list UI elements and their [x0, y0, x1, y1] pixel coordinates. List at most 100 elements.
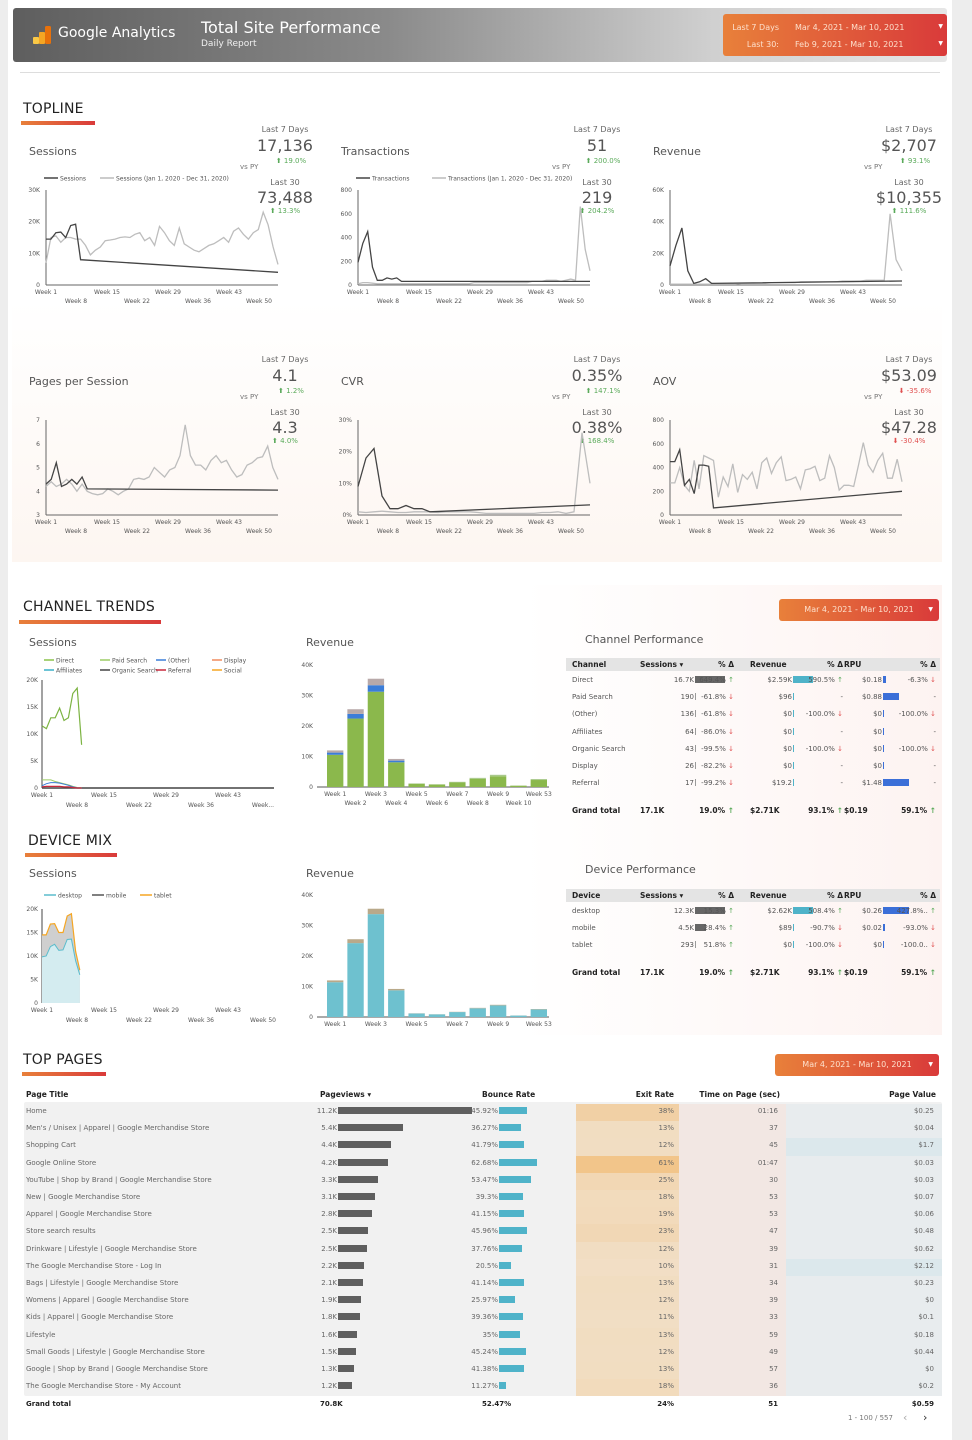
page-title[interactable]: Drinkware | Lifestyle | Google Merchandi…: [26, 1244, 197, 1253]
exit-rate-heat-cell: [576, 1327, 679, 1345]
rpu-value: $0.02: [861, 924, 882, 932]
revenue-delta: -: [840, 728, 843, 736]
x-tick-label: Week 1: [31, 792, 53, 799]
kpi-l30-value: 73,488: [257, 188, 313, 207]
column-header[interactable]: Sessions ▾: [640, 891, 684, 900]
table-row[interactable]: Shopping Cart 4.4K 41.79% 12% 45 $1.7: [24, 1138, 942, 1156]
kpi-l7-delta: ⬆ 147.1%: [568, 387, 638, 395]
x-tick-label: Week 22: [748, 528, 774, 535]
date-row-last7[interactable]: Last 7 Days Mar 4, 2021 - Mar 10, 2021 ▼: [723, 23, 947, 37]
pageviews-bar: [338, 1347, 356, 1355]
page-title[interactable]: Store search results: [26, 1227, 96, 1236]
page-title[interactable]: Shopping Cart: [26, 1141, 76, 1150]
grand-total-revenue: $2.71K: [750, 968, 780, 977]
table-row[interactable]: Lifestyle 1.6K 35% 13% 59 $0.18: [24, 1327, 942, 1345]
table-row[interactable]: Google Online Store 4.2K 62.68% 61% 01:47 $0.…: [24, 1155, 942, 1173]
bar-segment-desktop: [388, 990, 405, 1017]
page-title[interactable]: New | Google Merchandise Store: [26, 1193, 141, 1201]
date-range-picker[interactable]: Last 7 Days Mar 4, 2021 - Mar 10, 2021 ▼…: [723, 14, 947, 56]
channel-date-range-dropdown[interactable]: Mar 4, 2021 - Mar 10, 2021 ▼: [779, 599, 939, 621]
grand-total-bounce: 52.47%: [482, 1400, 512, 1409]
series-line-current: [669, 227, 903, 285]
top-pages-date-range-dropdown[interactable]: Mar 4, 2021 - Mar 10, 2021 ▼: [775, 1054, 939, 1076]
page-title[interactable]: Men's / Unisex | Apparel | Google Mercha…: [26, 1124, 210, 1133]
table-row[interactable]: Home 11.2K 45.92% 38% 01:16 $0.25: [24, 1104, 942, 1122]
table-row[interactable]: Google | Shop by Brand | Google Merchand…: [24, 1362, 942, 1380]
page-title[interactable]: Google Online Store: [26, 1158, 97, 1167]
dropdown-caret-icon[interactable]: ▼: [938, 23, 943, 30]
kpi-l7-delta: ⬇ -35.6%: [880, 387, 950, 395]
time-on-page-value: 34: [769, 1279, 778, 1287]
x-tick-label: Week 29: [153, 792, 179, 799]
x-tick-label: Week 15: [406, 519, 432, 526]
vs-py-label: vs PY: [240, 393, 259, 401]
page-title[interactable]: Small Goods | Lifestyle | Google Merchan…: [26, 1347, 205, 1356]
series-line-current: [670, 447, 903, 509]
exit-rate-value: 10%: [658, 1261, 674, 1270]
grand-total-revenue-delta: 93.1% ↑: [808, 968, 843, 977]
kpi-card-transactions: Transactions Last 7 Days 51 vs PY ⬆ 200.0% La…: [334, 120, 634, 320]
delta-value: -: [840, 693, 843, 702]
time-heat-cell: [679, 1190, 786, 1208]
table-row[interactable]: Womens | Apparel | Google Merchandise St…: [24, 1293, 942, 1311]
page-title[interactable]: Womens | Apparel | Google Merchandise St…: [26, 1296, 189, 1305]
y-tick-label: 200: [653, 488, 665, 495]
table-row[interactable]: Drinkware | Lifestyle | Google Merchandi…: [24, 1241, 942, 1259]
kpi-line-chart: 30% 20% 10% 0%Week 1 Week 15 Week 29 Week 43 We…: [339, 417, 591, 535]
sessions-delta: -99.5% ↓: [701, 745, 734, 753]
dropdown-caret-icon[interactable]: ▼: [938, 40, 943, 47]
time-heat-cell: [679, 1224, 786, 1242]
revenue-bar: [388, 758, 405, 787]
time-heat-cell: [679, 1172, 786, 1190]
next-page-button[interactable]: ›: [923, 1411, 928, 1424]
page-title[interactable]: The Google Merchandise Store - My Accoun…: [26, 1382, 181, 1391]
time-heat-cell: [679, 1362, 786, 1380]
delta-value: 508.4%: [808, 907, 835, 915]
channel-revenue-title: Revenue: [306, 636, 354, 649]
page-title[interactable]: Home: [26, 1107, 47, 1115]
table-row[interactable]: The Google Merchandise Store - Log In 2.2…: [24, 1258, 942, 1276]
time-on-page-value: 33: [769, 1313, 778, 1322]
pageviews-value: 2.5K: [321, 1227, 337, 1236]
page-title[interactable]: Apparel | Google Merchandise Store: [26, 1210, 152, 1219]
table-row[interactable]: New | Google Merchandise Store 3.1K 39.3% 1…: [24, 1190, 942, 1208]
column-header: % Δ: [920, 660, 936, 669]
table-row[interactable]: Small Goods | Lifestyle | Google Merchan…: [24, 1344, 942, 1362]
revenue-bar: [793, 744, 794, 752]
x-tick-label: Week 10: [505, 800, 531, 807]
table-row[interactable]: YouTube | Shop by Brand | Google Merchan…: [24, 1172, 942, 1190]
arrow-up-icon: ↑: [927, 907, 936, 915]
page-title[interactable]: Bags | Lifestyle | Google Merchandise St…: [26, 1279, 179, 1287]
time-on-page-value: 39: [769, 1244, 778, 1253]
kpi-l7-delta: ⬆ 1.2%: [256, 387, 326, 395]
table-row[interactable]: Bags | Lifestyle | Google Merchandise St…: [24, 1276, 942, 1294]
table-row[interactable]: Kids | Apparel | Google Merchandise Stor…: [24, 1310, 942, 1328]
table-row[interactable]: Men's / Unisex | Apparel | Google Mercha…: [24, 1121, 942, 1139]
prev-page-button[interactable]: ‹: [903, 1411, 908, 1424]
rpu-value: $0: [873, 762, 882, 770]
bounce-rate-bar: [499, 1330, 521, 1338]
column-header[interactable]: Sessions ▾: [640, 660, 684, 669]
page-title[interactable]: Lifestyle: [26, 1330, 56, 1339]
table-row[interactable]: The Google Merchandise Store - My Accoun…: [24, 1379, 942, 1397]
rpu-delta: -: [933, 779, 936, 787]
page-title[interactable]: The Google Merchandise Store - Log In: [26, 1261, 162, 1270]
bounce-rate-value: 45.24%: [471, 1347, 498, 1356]
page-title[interactable]: Kids | Apparel | Google Merchandise Stor…: [26, 1313, 174, 1322]
section-underline: [22, 1072, 106, 1076]
arrow-down-icon: ↓: [834, 941, 843, 949]
column-header: % Δ: [827, 660, 843, 669]
kpi-l7-value: $53.09: [881, 366, 937, 385]
page-title[interactable]: YouTube | Shop by Brand | Google Merchan…: [26, 1175, 212, 1184]
arrow-up-icon: ↑: [927, 806, 936, 816]
page-title[interactable]: Google | Shop by Brand | Google Merchand…: [26, 1365, 208, 1373]
table-row[interactable]: Apparel | Google Merchandise Store 2.8K 41…: [24, 1207, 942, 1225]
y-tick-label: 0: [34, 785, 38, 792]
page-value-heat-cell: [786, 1276, 942, 1294]
date-row-last30[interactable]: Last 30: Feb 9, 2021 - Mar 10, 2021 ▼: [723, 40, 947, 54]
column-header[interactable]: Pageviews ▾: [320, 1090, 372, 1099]
table-row[interactable]: Store search results 2.5K 45.96% 23% 47 $0.48: [24, 1224, 942, 1242]
sessions-bar: [695, 907, 725, 914]
rpu-delta: -: [933, 693, 936, 701]
